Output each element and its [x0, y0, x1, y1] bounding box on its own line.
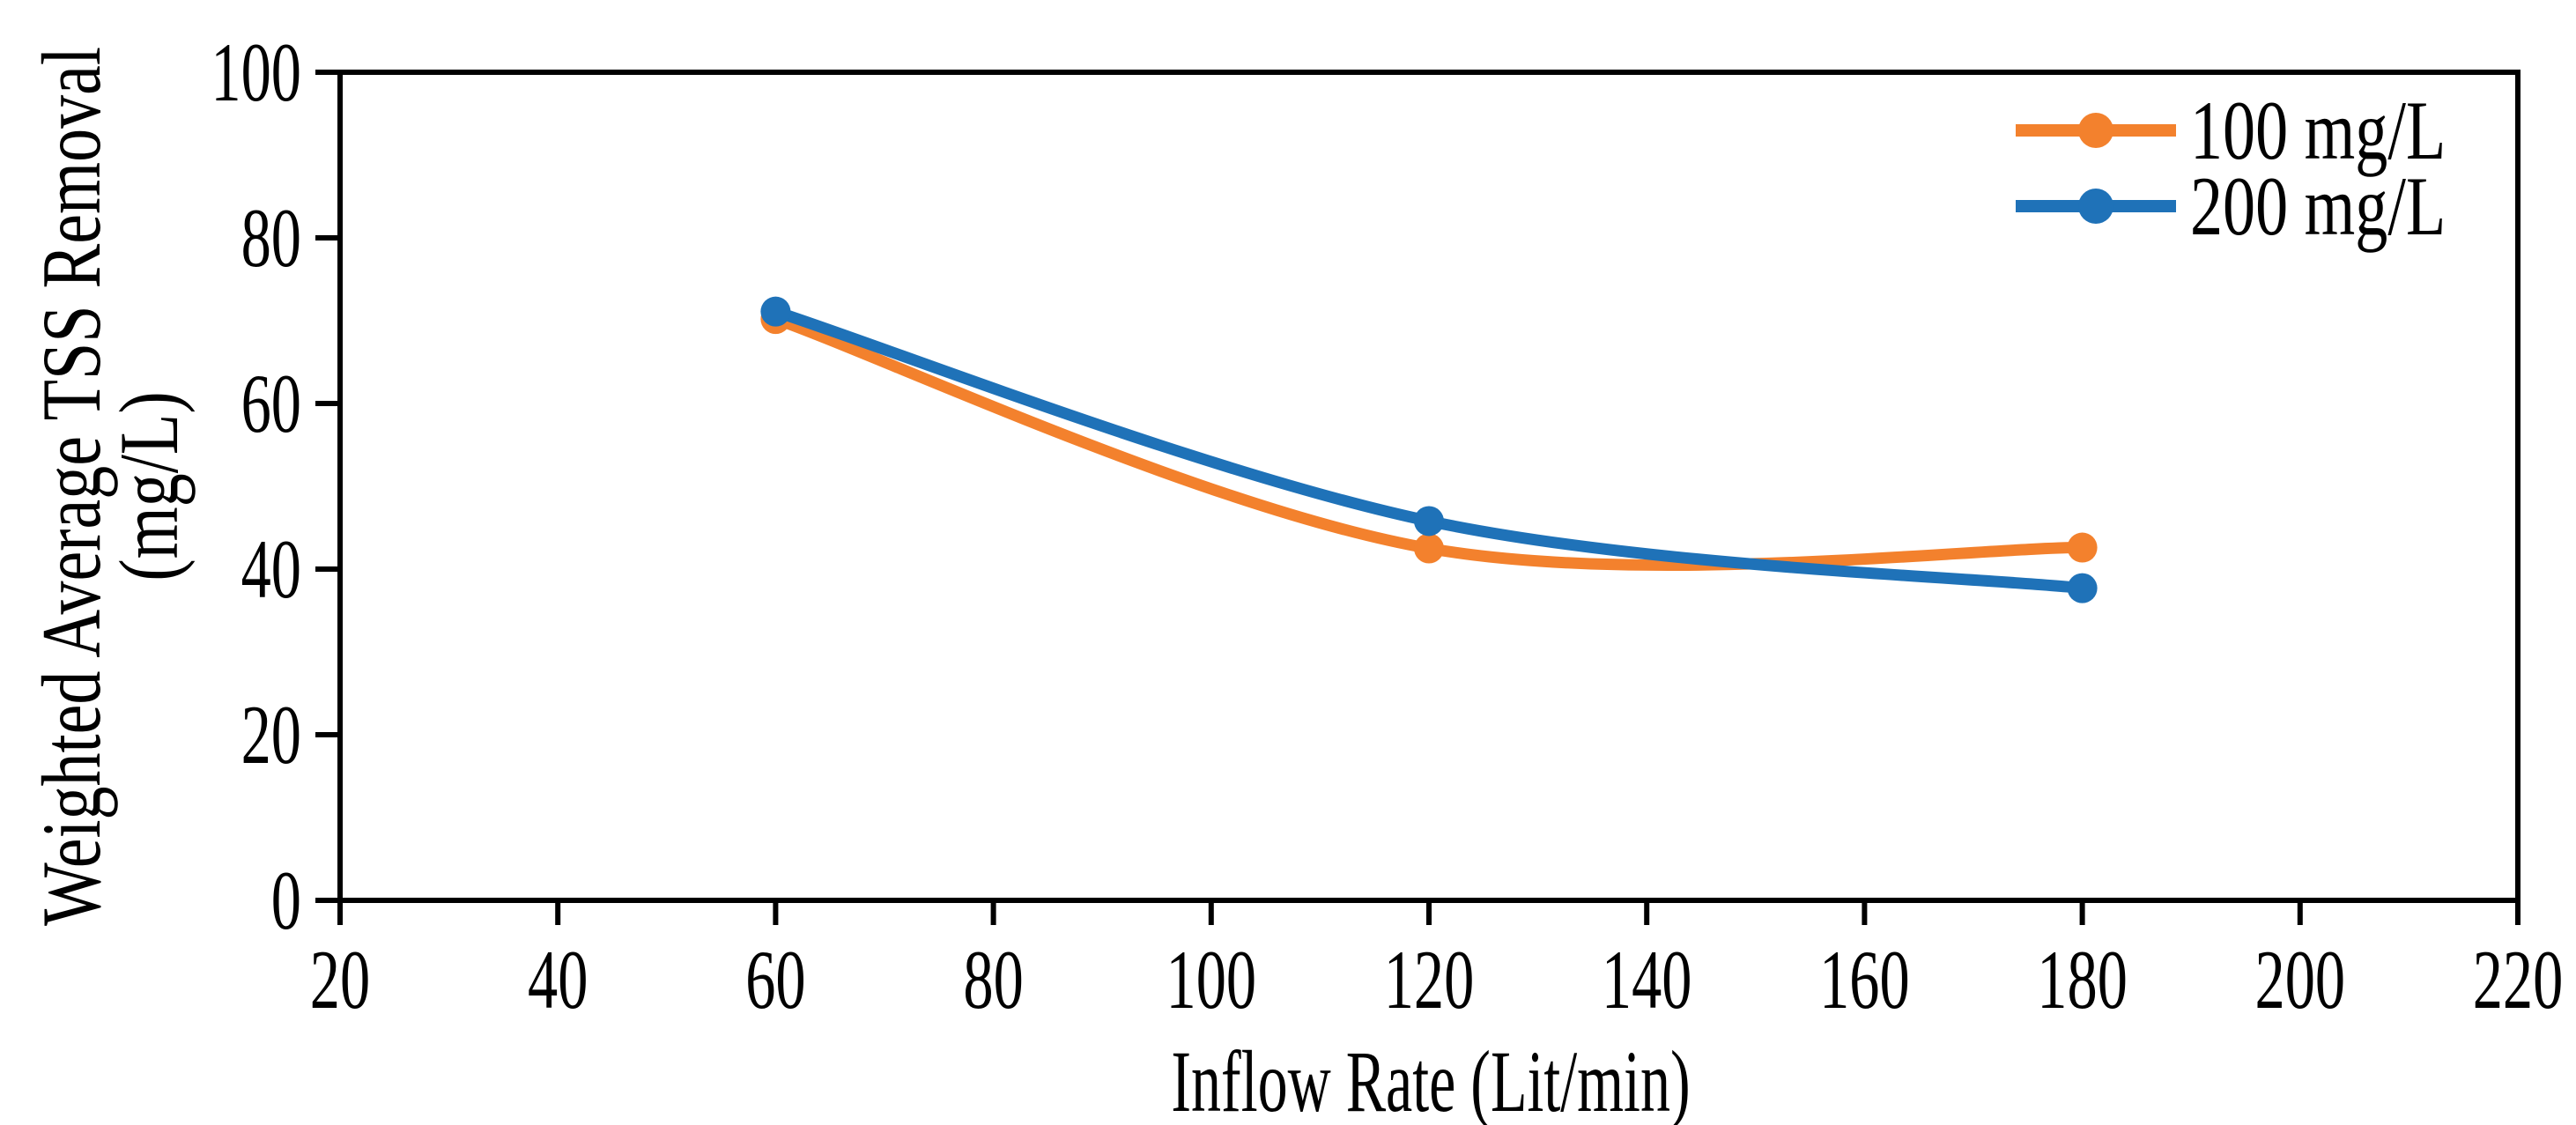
series-marker-100-mg-l [1414, 533, 1444, 564]
x-tick-label: 120 [1384, 933, 1475, 1026]
y-tick-label: 40 [241, 522, 301, 616]
x-tick-label: 40 [528, 933, 588, 1026]
x-tick-label: 140 [1602, 933, 1692, 1026]
svg-text:20: 20 [310, 933, 370, 1026]
svg-text:160: 160 [1819, 933, 1910, 1026]
x-tick-label: 160 [1819, 933, 1910, 1026]
svg-text:120: 120 [1384, 933, 1475, 1026]
x-tick-label: 100 [1166, 933, 1257, 1026]
legend-line-marker-icon [2016, 113, 2176, 148]
svg-text:60: 60 [745, 933, 805, 1026]
svg-text:20: 20 [241, 688, 301, 781]
y-tick-label: 80 [241, 191, 301, 285]
svg-text:180: 180 [2037, 933, 2128, 1026]
svg-text:100: 100 [211, 26, 301, 119]
svg-text:40: 40 [241, 522, 301, 616]
legend: 100 mg/L 200 mg/L [2016, 88, 2518, 248]
svg-text:0: 0 [271, 854, 301, 947]
x-tick-label: 60 [745, 933, 805, 1026]
series-marker-200-mg-l [1414, 506, 1444, 537]
legend-item-200-mg-l: 200 mg/L [2016, 164, 2518, 248]
svg-text:80: 80 [963, 933, 1023, 1026]
svg-text:100: 100 [1166, 933, 1257, 1026]
x-axis-title: Inflow Rate (Lit/min) [1171, 1032, 1691, 1125]
svg-text:60: 60 [241, 357, 301, 450]
series-marker-200-mg-l [2067, 573, 2098, 603]
series-marker-100-mg-l [2067, 532, 2098, 563]
x-tick-label: 180 [2037, 933, 2128, 1026]
legend-label-100-mg-l: 100 mg/L [2190, 83, 2446, 177]
svg-text:40: 40 [528, 933, 588, 1026]
x-tick-label: 200 [2255, 933, 2346, 1026]
svg-text:200: 200 [2255, 933, 2346, 1026]
y-axis-title-text: Weighted Average TSS Removal (mg/L) [25, 47, 196, 926]
x-tick-label: 20 [310, 933, 370, 1026]
legend-label-200-mg-l: 200 mg/L [2190, 159, 2446, 253]
x-tick-label: 220 [2473, 933, 2564, 1026]
y-axis-title-line2: (mg/L) [102, 391, 196, 581]
legend-line-marker-icon [2016, 189, 2176, 224]
y-axis-title-line1: Weighted Average TSS Removal [25, 47, 118, 926]
y-tick-label: 20 [241, 688, 301, 781]
x-tick-label: 80 [963, 933, 1023, 1026]
svg-text:220: 220 [2473, 933, 2564, 1026]
y-tick-label: 0 [271, 854, 301, 947]
y-tick-label: 100 [211, 26, 301, 119]
legend-marker-dot [2078, 189, 2113, 224]
legend-marker-dot [2078, 113, 2113, 148]
series-marker-200-mg-l [760, 296, 791, 327]
y-tick-label: 60 [241, 357, 301, 450]
svg-text:80: 80 [241, 191, 301, 285]
legend-item-100-mg-l: 100 mg/L [2016, 88, 2518, 172]
svg-text:140: 140 [1602, 933, 1692, 1026]
